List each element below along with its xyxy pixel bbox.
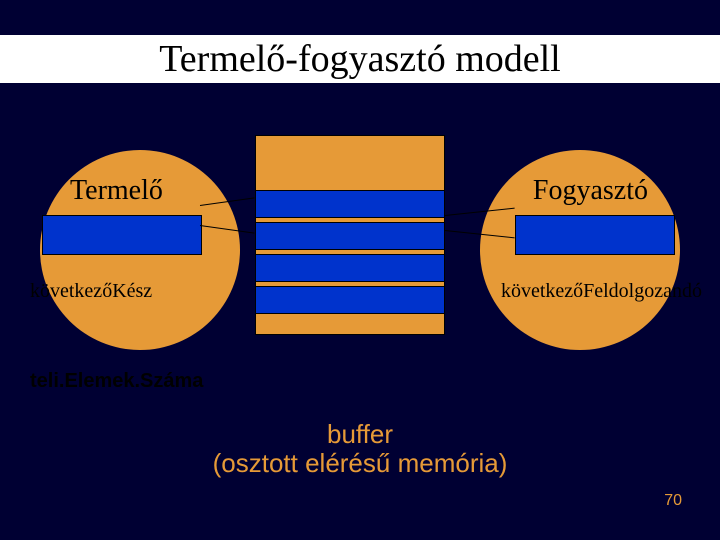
buffer-caption: buffer (osztott elérésű memória): [0, 420, 720, 477]
producer-pointer-label: következőKész: [30, 280, 152, 303]
buffer-caption-line1: buffer: [327, 419, 393, 449]
consumer-pointer-label: következőFeldolgozandó: [501, 280, 702, 303]
page-title: Termelő-fogyasztó modell: [0, 35, 720, 83]
consumer-slot-box: [515, 215, 675, 255]
buffer-row: [255, 286, 445, 314]
buffer-caption-line2: (osztott elérésű memória): [213, 448, 508, 478]
buffer-row: [255, 254, 445, 282]
consumer-label: Fogyasztó: [533, 175, 648, 207]
page-number: 70: [664, 492, 682, 510]
buffer-row: [255, 222, 445, 250]
buffer-row: [255, 190, 445, 218]
producer-slot-box: [42, 215, 202, 255]
producer-label: Termelő: [70, 175, 163, 207]
count-label: teli.Elemek.Száma: [30, 370, 203, 393]
